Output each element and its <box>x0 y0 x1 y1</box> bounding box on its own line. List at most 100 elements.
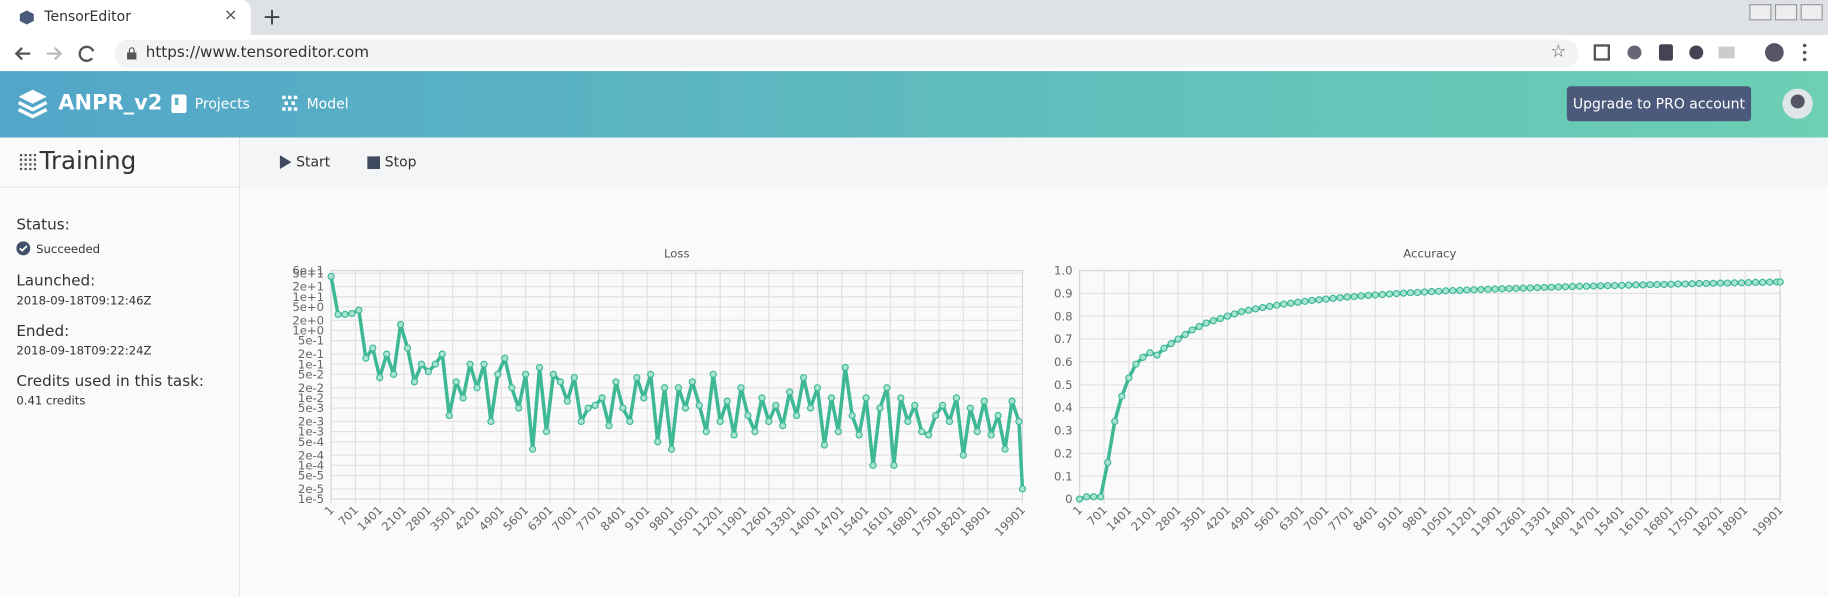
data-point <box>431 360 439 368</box>
y-tick-label: 5e-2 <box>298 367 324 381</box>
data-point <box>1082 493 1091 501</box>
x-tick-label: 8401 <box>598 503 629 534</box>
y-tick-label: 0.1 <box>1054 469 1073 483</box>
data-point <box>1456 286 1464 295</box>
data-point <box>528 445 537 453</box>
data-point <box>1322 295 1330 303</box>
y-tick-label: 0.7 <box>1054 332 1073 346</box>
x-tick-label: 2101 <box>1128 503 1159 534</box>
data-point <box>1660 280 1668 289</box>
y-tick-label: 2e-5 <box>298 482 324 496</box>
y-tick-label: 1e-2 <box>298 391 324 405</box>
x-tick-label: 7001 <box>1301 503 1332 534</box>
x-tick-label: 2801 <box>1153 503 1184 534</box>
data-point <box>1104 458 1112 467</box>
data-point <box>897 394 905 402</box>
window-buttons <box>1749 4 1823 21</box>
data-point <box>674 384 683 392</box>
start-button[interactable]: Start <box>296 153 331 171</box>
data-point <box>494 370 502 378</box>
tab-icon <box>19 10 34 25</box>
nav-projects[interactable]: Projects <box>194 95 250 112</box>
x-tick-label: 19901 <box>1750 503 1786 539</box>
data-point <box>730 431 738 439</box>
x-tick-label: 4901 <box>1227 503 1258 534</box>
data-point <box>890 461 898 469</box>
y-tick-label: 1e-1 <box>298 357 324 371</box>
x-tick-label: 3501 <box>427 503 458 534</box>
data-point <box>959 451 967 459</box>
data-point <box>1008 397 1016 405</box>
data-point <box>1308 296 1316 305</box>
data-point <box>1737 279 1746 287</box>
data-point <box>1111 417 1119 425</box>
x-tick-label: 9101 <box>622 503 653 534</box>
data-point <box>1160 344 1168 352</box>
y-tick-label: 6e+1 <box>292 264 324 278</box>
y-tick-label: 2e+0 <box>292 313 324 327</box>
data-point <box>1364 291 1372 300</box>
data-point <box>1547 283 1555 291</box>
stop-icon <box>367 156 381 170</box>
tab[interactable]: TensorEditor × <box>0 0 251 35</box>
x-tick-label: 4201 <box>452 503 483 534</box>
data-point <box>1181 330 1189 339</box>
data-point <box>1681 280 1689 288</box>
data-point <box>1378 290 1386 299</box>
data-point <box>925 431 933 439</box>
data-point <box>549 370 558 378</box>
data-point <box>1632 281 1640 289</box>
data-point <box>1195 322 1203 331</box>
data-point <box>688 378 697 386</box>
launched: 2018-09-18T09:12:46Z <box>16 295 152 308</box>
data-point <box>1758 278 1767 287</box>
data-point <box>862 394 870 402</box>
data-point <box>1294 298 1302 306</box>
data-point <box>417 360 426 368</box>
data-point <box>1420 288 1429 296</box>
data-point <box>1018 485 1027 493</box>
data-point <box>841 363 849 372</box>
bookmark-star[interactable]: ☆ <box>1550 40 1567 62</box>
data-point <box>1125 374 1133 382</box>
x-tick-label: 1401 <box>355 503 386 534</box>
y-tick-label: 2e-3 <box>298 415 324 429</box>
tab-close[interactable]: × <box>223 5 238 25</box>
data-point <box>1639 281 1647 289</box>
data-point <box>1216 314 1224 323</box>
data-point <box>1090 493 1098 501</box>
x-tick-label: 7701 <box>573 503 604 534</box>
data-point <box>1688 280 1696 288</box>
data-point <box>1766 278 1774 286</box>
data-point <box>1505 284 1513 293</box>
data-point <box>1744 279 1753 287</box>
nav-buttons[interactable] <box>12 42 101 65</box>
data-point <box>1350 292 1358 301</box>
x-tick-label: 5601 <box>1251 503 1282 534</box>
data-point <box>813 384 822 392</box>
stop-button[interactable]: Stop <box>384 153 417 171</box>
data-point <box>883 384 891 392</box>
data-point <box>508 384 516 392</box>
nav-model[interactable]: Model <box>306 95 349 112</box>
data-point <box>584 404 592 412</box>
project-name: ANPR_v2 <box>58 90 163 116</box>
omnibox[interactable]: https://www.tensoreditor.com ☆ <box>114 39 1579 68</box>
x-tick-label: 2101 <box>379 503 410 534</box>
new-tab[interactable]: + <box>262 2 282 31</box>
data-point <box>911 401 919 409</box>
data-point <box>980 397 988 405</box>
data-point <box>848 411 856 420</box>
data-point <box>1015 417 1023 426</box>
data-point <box>1667 280 1675 288</box>
x-tick-label: 1 <box>1070 503 1085 518</box>
data-point <box>598 394 606 402</box>
data-point <box>487 417 495 426</box>
upgrade-button[interactable]: Upgrade to PRO account <box>1566 86 1752 122</box>
avatar[interactable] <box>1781 87 1814 120</box>
y-tick-label: 2e-4 <box>298 448 324 462</box>
data-point <box>1484 285 1492 293</box>
data-point <box>869 461 877 469</box>
x-tick-label: 3501 <box>1178 503 1209 534</box>
x-tick-label: 19901 <box>992 503 1028 539</box>
